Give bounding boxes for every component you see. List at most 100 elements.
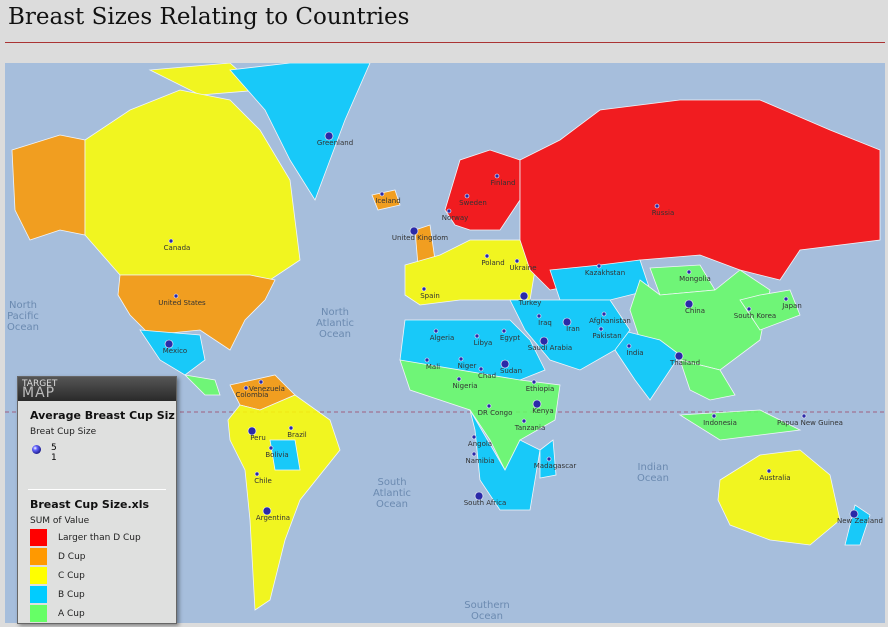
country-label: Australia <box>760 474 791 482</box>
bubble-marker[interactable] <box>464 193 470 199</box>
bubble-marker[interactable] <box>598 326 604 332</box>
country-label: Chile <box>254 477 272 485</box>
legend-label: Larger than D Cup <box>58 532 141 543</box>
country-label: Bolivia <box>265 451 288 459</box>
region-australia[interactable] <box>717 449 841 546</box>
region-russia[interactable] <box>519 99 881 291</box>
bubble-marker[interactable] <box>409 226 419 236</box>
country-label: Mexico <box>163 347 187 355</box>
bubble-marker[interactable] <box>433 328 439 334</box>
region-greenland[interactable] <box>229 63 371 201</box>
bubble-marker[interactable] <box>471 434 477 440</box>
country-label: Afghanistan <box>589 317 631 325</box>
bubble-marker[interactable] <box>849 509 859 519</box>
country-label: Niger <box>458 362 477 370</box>
bubble-marker[interactable] <box>486 403 492 409</box>
bubble-marker[interactable] <box>626 343 632 349</box>
bubble-marker[interactable] <box>532 399 542 409</box>
bubble-marker[interactable] <box>783 296 789 302</box>
bubble-marker[interactable] <box>674 351 684 361</box>
bubble-marker[interactable] <box>254 471 260 477</box>
bubble-marker[interactable] <box>711 413 717 419</box>
bubble-marker[interactable] <box>258 379 264 385</box>
country-label: Tanzania <box>514 424 545 432</box>
bubble-marker[interactable] <box>268 445 274 451</box>
region-central-america[interactable] <box>183 374 221 396</box>
region-mexico[interactable] <box>139 329 206 376</box>
bubble-marker[interactable] <box>766 468 772 474</box>
bubble-marker[interactable] <box>288 425 294 431</box>
bubble-marker[interactable] <box>484 253 490 259</box>
bubble-marker[interactable] <box>539 336 549 346</box>
bubble-marker[interactable] <box>456 376 462 382</box>
country-label: Ethiopia <box>526 385 555 393</box>
bubble-marker[interactable] <box>501 328 507 334</box>
country-label: Kenya <box>532 407 553 415</box>
region-new-zealand[interactable] <box>844 504 871 546</box>
country-label: South Korea <box>734 312 776 320</box>
bubble-marker[interactable] <box>446 208 452 214</box>
bubble-legend-subtitle: Breat Cup Size <box>30 427 97 437</box>
country-label: Mali <box>426 363 440 371</box>
country-label: Namibia <box>466 457 495 465</box>
legend-swatch <box>30 529 47 546</box>
country-label: Sudan <box>500 367 522 375</box>
legend-item: Larger than D Cup <box>30 529 176 546</box>
legend-label: D Cup <box>58 551 86 562</box>
region-southern-africa[interactable] <box>469 409 541 511</box>
bubble-marker[interactable] <box>654 203 660 209</box>
bubble-marker[interactable] <box>686 269 692 275</box>
title-divider <box>5 42 885 43</box>
bubble-marker[interactable] <box>519 291 529 301</box>
bubble-marker[interactable] <box>546 456 552 462</box>
country-label: Norway <box>442 214 469 222</box>
bubble-marker[interactable] <box>746 306 752 312</box>
world-map[interactable]: Greenland Iceland Canada United States Mexic… <box>5 63 885 623</box>
bubble-marker[interactable] <box>164 339 174 349</box>
bubble-marker[interactable] <box>684 299 694 309</box>
bubble-marker[interactable] <box>801 413 807 419</box>
bubble-marker[interactable] <box>458 356 464 362</box>
bubble-marker[interactable] <box>562 317 572 327</box>
legend-label: B Cup <box>58 589 85 600</box>
country-label: Mongolia <box>679 275 711 283</box>
bubble-marker[interactable] <box>500 359 510 369</box>
country-label: New Zealand <box>837 517 883 525</box>
bubble-marker[interactable] <box>596 263 602 269</box>
bubble-marker[interactable] <box>471 451 477 457</box>
choropleth-legend-title: Breast Cup Size.xls <box>30 498 150 511</box>
bubble-marker[interactable] <box>536 313 542 319</box>
bubble-marker[interactable] <box>247 426 257 436</box>
bubble-marker[interactable] <box>168 238 174 244</box>
country-label: Indonesia <box>703 419 737 427</box>
bubble-marker[interactable] <box>243 385 249 391</box>
region-south-america[interactable] <box>227 394 341 611</box>
region-indonesia[interactable] <box>678 409 802 441</box>
bubble-marker[interactable] <box>521 418 527 424</box>
country-label: Japan <box>781 302 802 310</box>
bubble-marker[interactable] <box>421 286 427 292</box>
bubble-marker[interactable] <box>262 506 272 516</box>
bubble-marker[interactable] <box>379 191 385 197</box>
country-label: Argentina <box>256 514 290 522</box>
country-label: United Kingdom <box>392 234 448 242</box>
region-southeast-asia[interactable] <box>679 359 736 401</box>
country-label: Chad <box>478 372 496 380</box>
bubble-legend-title: Average Breast Cup Siz <box>30 409 175 422</box>
bubble-marker[interactable] <box>478 366 484 372</box>
legend-swatch <box>30 586 47 603</box>
bubble-marker[interactable] <box>424 357 430 363</box>
bubble-marker[interactable] <box>474 333 480 339</box>
bubble-marker[interactable] <box>601 311 607 317</box>
bubble-marker[interactable] <box>531 379 537 385</box>
region-alaska[interactable] <box>11 134 86 241</box>
country-label: DR Congo <box>478 409 513 417</box>
region-iceland[interactable] <box>371 189 401 211</box>
bubble-marker[interactable] <box>173 293 179 299</box>
bubble-marker[interactable] <box>474 491 484 501</box>
bubble-marker[interactable] <box>494 173 500 179</box>
bubble-marker[interactable] <box>324 131 334 141</box>
country-label: Colombia <box>236 391 269 399</box>
bubble-marker[interactable] <box>514 258 520 264</box>
region-bolivia[interactable] <box>269 439 301 471</box>
